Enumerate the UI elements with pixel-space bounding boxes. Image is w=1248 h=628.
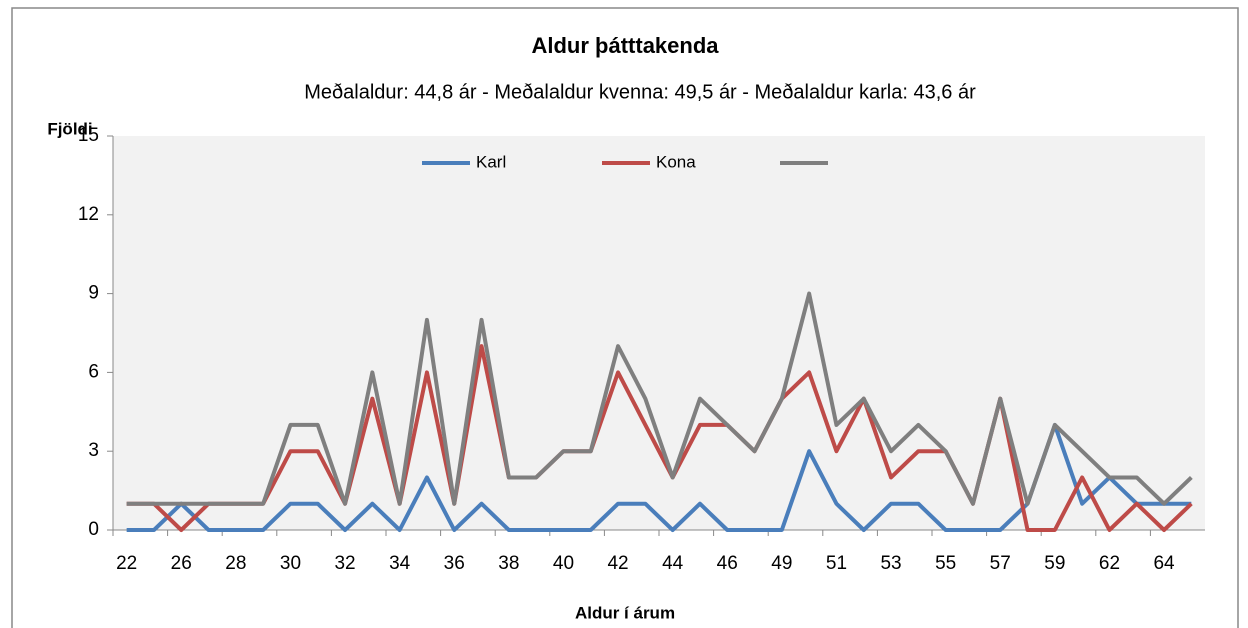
- x-tick-label: 22: [116, 553, 137, 574]
- x-tick-label: 34: [389, 553, 411, 574]
- x-tick-label: 30: [280, 553, 301, 574]
- x-tick-label: 46: [717, 553, 738, 574]
- x-tick-label: 57: [990, 553, 1011, 574]
- y-tick-label: 9: [88, 283, 99, 304]
- x-tick-label: 36: [444, 553, 465, 574]
- plot-area: [113, 136, 1205, 530]
- data-line: [126, 291, 1193, 506]
- x-tick-label: 40: [553, 553, 574, 574]
- x-axis-label: Aldur í árum: [575, 603, 675, 622]
- x-tick-label: 62: [1099, 553, 1120, 574]
- x-tick-label: 42: [607, 553, 628, 574]
- y-tick-label: 6: [88, 361, 99, 382]
- y-tick-label: 15: [78, 125, 99, 146]
- x-tick-label: 28: [225, 553, 246, 574]
- chart-title: Aldur þátttakenda: [531, 33, 719, 58]
- data-line: [126, 422, 1192, 532]
- x-tick-label: 59: [1044, 553, 1065, 574]
- x-tick-label: 38: [498, 553, 519, 574]
- x-tick-label: 49: [771, 553, 792, 574]
- legend-label: Kona: [656, 152, 696, 171]
- chart-subtitle: Meðalaldur: 44,8 ár - Meðalaldur kvenna:…: [304, 81, 976, 103]
- y-tick-label: 12: [78, 204, 99, 225]
- x-tick-label: 53: [880, 553, 901, 574]
- x-tick-label: 64: [1153, 553, 1175, 574]
- x-tick-label: 51: [826, 553, 847, 574]
- y-tick-label: 0: [88, 519, 99, 540]
- x-tick-label: 32: [334, 553, 355, 574]
- x-tick-label: 44: [662, 553, 684, 574]
- y-axis-label: Fjöldi: [47, 119, 92, 138]
- x-tick-label: 26: [171, 553, 192, 574]
- x-tick-label: 55: [935, 553, 956, 574]
- legend-label: Karl: [476, 152, 506, 171]
- data-line: [126, 344, 1193, 532]
- y-tick-label: 3: [88, 440, 99, 461]
